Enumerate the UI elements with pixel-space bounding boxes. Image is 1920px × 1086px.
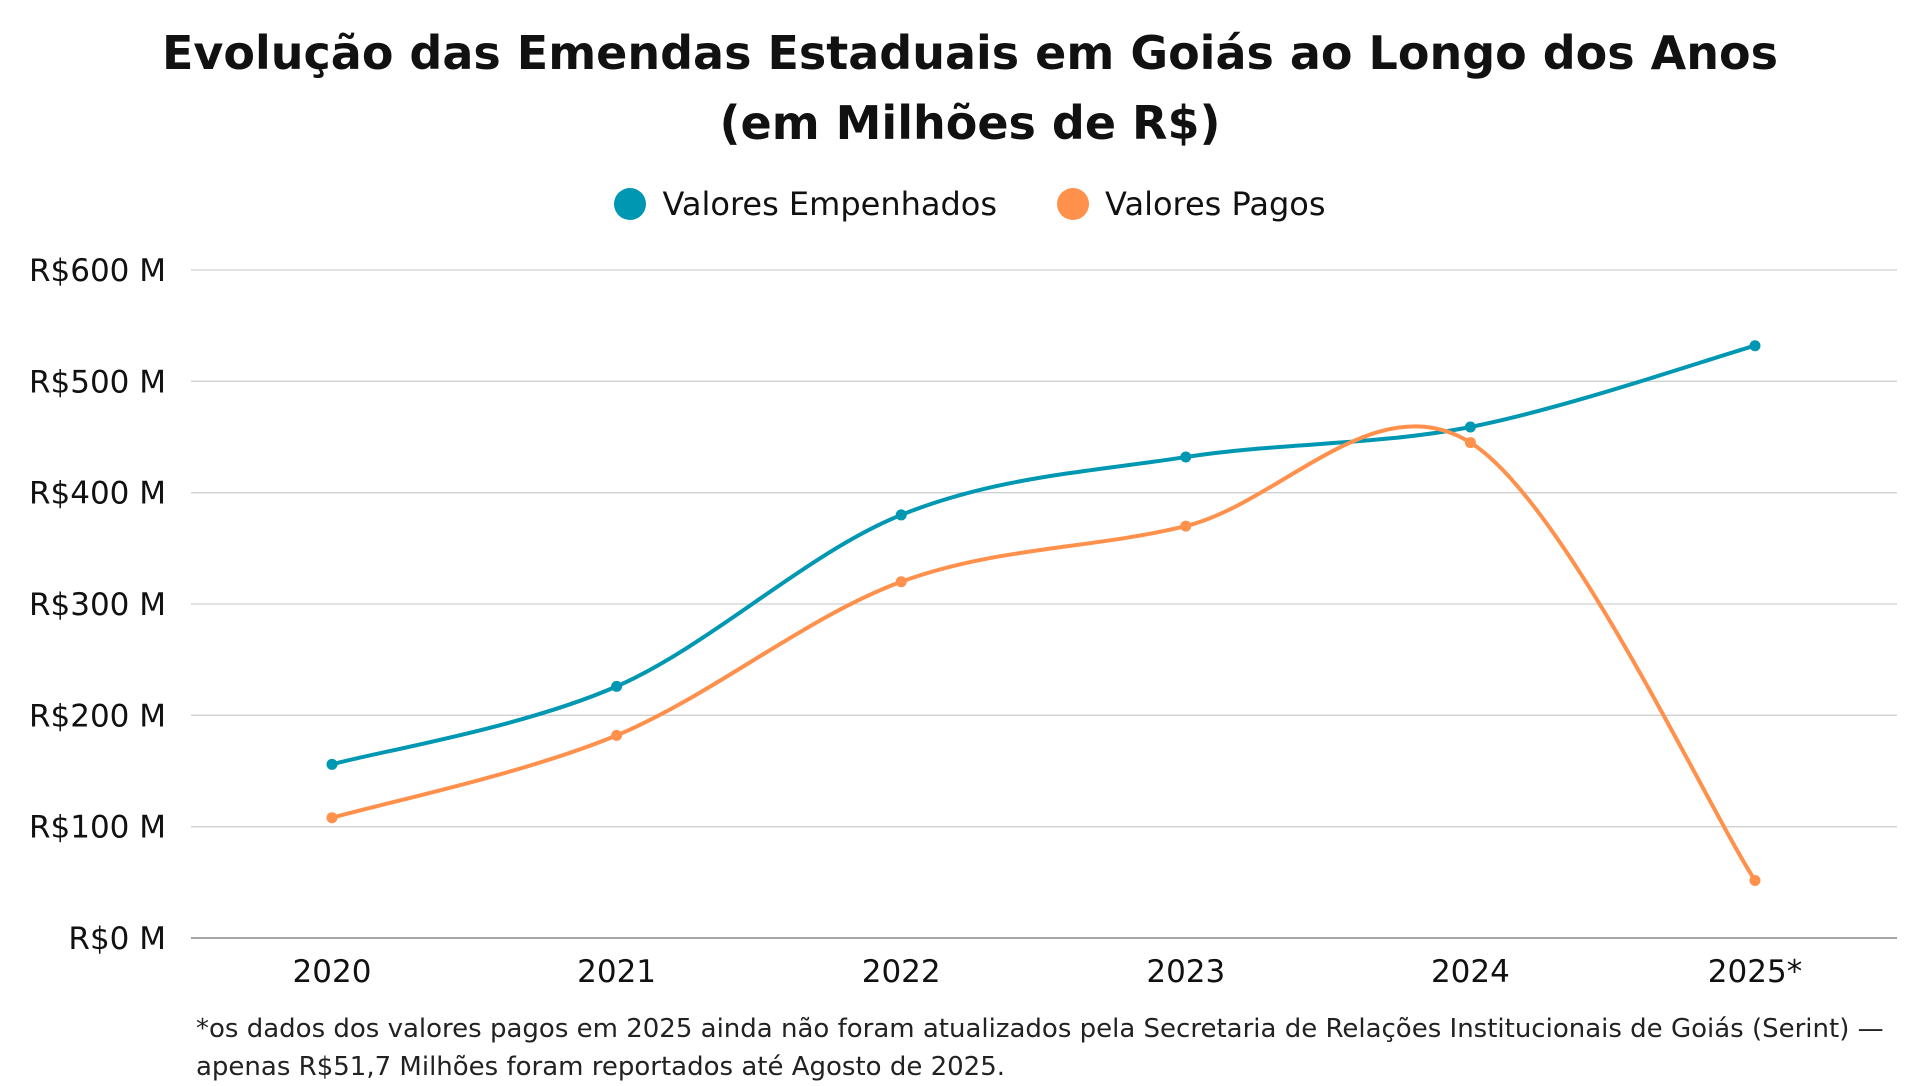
y-tick-label: R$300 M bbox=[29, 587, 166, 623]
data-point bbox=[1180, 451, 1192, 463]
x-tick-label: 2020 bbox=[293, 954, 372, 990]
x-tick-label: 2022 bbox=[862, 954, 941, 990]
subtitle-line: (em Milhões de R$) bbox=[719, 96, 1221, 150]
data-point bbox=[1464, 421, 1476, 433]
data-point bbox=[1180, 520, 1192, 532]
data-point bbox=[326, 758, 338, 770]
legend-item-pagos: Valores Pagos bbox=[1057, 185, 1326, 223]
data-point bbox=[895, 509, 907, 521]
legend-marker-icon bbox=[1057, 188, 1090, 220]
data-point bbox=[611, 680, 623, 692]
title-line: Evolução das Emendas Estaduais em Goiás … bbox=[161, 26, 1779, 80]
y-tick-label: R$500 M bbox=[29, 364, 166, 400]
legend-label: Valores Empenhados bbox=[662, 185, 998, 223]
data-point bbox=[326, 812, 338, 824]
x-tick-label: 2025* bbox=[1708, 954, 1802, 990]
data-point bbox=[1749, 874, 1761, 886]
y-tick-label: R$0 M bbox=[68, 921, 166, 957]
data-point bbox=[1464, 437, 1476, 449]
series-line-empenhados bbox=[331, 343, 1756, 767]
y-tick-label: R$400 M bbox=[29, 476, 166, 512]
x-tick-label: 2023 bbox=[1146, 954, 1225, 990]
series-line-pagos bbox=[331, 424, 1757, 882]
y-tick-label: R$200 M bbox=[29, 698, 166, 734]
x-tick-label: 2021 bbox=[577, 954, 656, 990]
legend-marker-icon bbox=[614, 188, 647, 220]
y-tick-label: R$100 M bbox=[29, 810, 166, 846]
x-tick-label: 2024 bbox=[1431, 954, 1510, 990]
y-tick-label: R$600 M bbox=[29, 253, 166, 289]
footnote: *os dados dos valores pagos em 2025 aind… bbox=[196, 1014, 1884, 1082]
data-point bbox=[611, 729, 623, 741]
chart-title: Evolução das Emendas Estaduais em Goiás … bbox=[0, 18, 1920, 158]
legend: Valores Empenhados Valores Pagos bbox=[0, 185, 1920, 223]
data-point bbox=[895, 576, 907, 588]
legend-item-empenhados: Valores Empenhados bbox=[614, 185, 997, 223]
data-point bbox=[1749, 340, 1761, 352]
legend-label: Valores Pagos bbox=[1105, 185, 1326, 223]
